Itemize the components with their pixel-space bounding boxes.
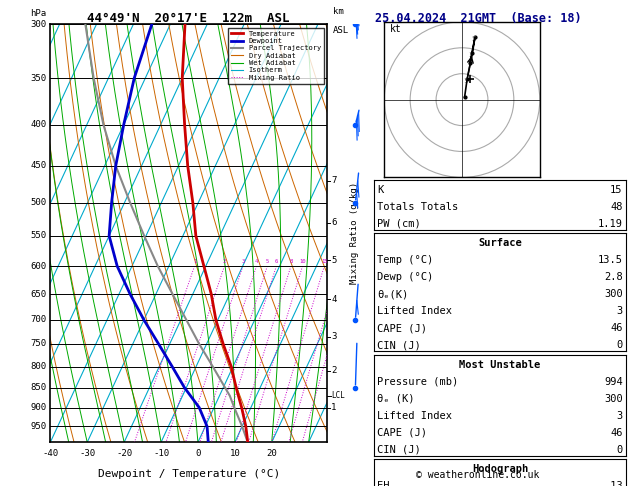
Text: 300: 300 — [30, 20, 46, 29]
Text: 550: 550 — [30, 231, 46, 240]
Text: PW (cm): PW (cm) — [377, 219, 421, 229]
Text: Mixing Ratio (g/kg): Mixing Ratio (g/kg) — [350, 182, 359, 284]
Text: 4: 4 — [331, 295, 337, 304]
Text: CAPE (J): CAPE (J) — [377, 323, 427, 333]
Text: 0: 0 — [616, 340, 623, 350]
Text: LCL: LCL — [331, 391, 345, 400]
Text: 850: 850 — [30, 383, 46, 392]
Text: 48: 48 — [610, 202, 623, 212]
Text: -10: -10 — [153, 449, 169, 457]
Text: 15: 15 — [610, 185, 623, 195]
Text: Pressure (mb): Pressure (mb) — [377, 377, 459, 387]
Text: 3: 3 — [242, 259, 245, 264]
Text: CIN (J): CIN (J) — [377, 340, 421, 350]
Text: 2: 2 — [223, 259, 226, 264]
Text: 13.5: 13.5 — [598, 255, 623, 265]
Text: 700: 700 — [30, 315, 46, 325]
Text: 900: 900 — [30, 403, 46, 412]
Text: 44°49'N  20°17'E  122m  ASL: 44°49'N 20°17'E 122m ASL — [87, 12, 290, 25]
Text: Lifted Index: Lifted Index — [377, 306, 452, 316]
Text: Dewpoint / Temperature (°C): Dewpoint / Temperature (°C) — [97, 469, 280, 479]
Text: hPa: hPa — [30, 9, 46, 18]
Text: 800: 800 — [30, 362, 46, 371]
Text: © weatheronline.co.uk: © weatheronline.co.uk — [416, 470, 540, 480]
Text: 600: 600 — [30, 261, 46, 271]
Text: 4: 4 — [255, 259, 258, 264]
Text: ASL: ASL — [333, 26, 348, 35]
Text: Totals Totals: Totals Totals — [377, 202, 459, 212]
Text: 2: 2 — [331, 366, 337, 375]
Text: Dewp (°C): Dewp (°C) — [377, 272, 433, 282]
Text: 5: 5 — [265, 259, 269, 264]
Text: EH: EH — [377, 481, 390, 486]
Text: 1: 1 — [193, 259, 196, 264]
Text: 650: 650 — [30, 290, 46, 298]
Text: 20: 20 — [266, 449, 277, 457]
Text: 500: 500 — [30, 198, 46, 207]
Text: -20: -20 — [116, 449, 132, 457]
Text: 6: 6 — [275, 259, 278, 264]
Text: Most Unstable: Most Unstable — [459, 360, 541, 370]
Text: 3: 3 — [469, 52, 473, 58]
Text: Hodograph: Hodograph — [472, 464, 528, 474]
Text: -40: -40 — [42, 449, 58, 457]
Text: CAPE (J): CAPE (J) — [377, 428, 427, 438]
Text: 3: 3 — [616, 306, 623, 316]
Text: 15: 15 — [321, 259, 328, 264]
Text: Temp (°C): Temp (°C) — [377, 255, 433, 265]
Legend: Temperature, Dewpoint, Parcel Trajectory, Dry Adiabat, Wet Adiabat, Isotherm, Mi: Temperature, Dewpoint, Parcel Trajectory… — [228, 28, 323, 84]
Text: 8: 8 — [289, 259, 292, 264]
Text: Surface: Surface — [478, 238, 522, 248]
Text: CIN (J): CIN (J) — [377, 445, 421, 455]
Text: 5: 5 — [471, 36, 476, 42]
Text: 1.19: 1.19 — [598, 219, 623, 229]
Text: 3: 3 — [616, 411, 623, 421]
Text: 994: 994 — [604, 377, 623, 387]
Text: 350: 350 — [30, 73, 46, 83]
Text: 400: 400 — [30, 120, 46, 129]
Text: 3: 3 — [331, 332, 337, 342]
Text: 10: 10 — [299, 259, 306, 264]
Text: 5: 5 — [331, 256, 337, 265]
Text: 300: 300 — [604, 394, 623, 404]
Text: 7: 7 — [331, 176, 337, 186]
Text: θₑ (K): θₑ (K) — [377, 394, 415, 404]
Text: 2.8: 2.8 — [604, 272, 623, 282]
Text: θₑ(K): θₑ(K) — [377, 289, 409, 299]
Text: 0: 0 — [616, 445, 623, 455]
Text: km: km — [333, 7, 343, 16]
Text: 1: 1 — [464, 78, 468, 84]
Text: 450: 450 — [30, 161, 46, 170]
Text: 46: 46 — [610, 428, 623, 438]
Text: K: K — [377, 185, 384, 195]
Text: 46: 46 — [610, 323, 623, 333]
Text: 750: 750 — [30, 340, 46, 348]
Text: -13: -13 — [604, 481, 623, 486]
Text: 6: 6 — [331, 218, 337, 227]
Text: Lifted Index: Lifted Index — [377, 411, 452, 421]
Text: 0: 0 — [195, 449, 201, 457]
Text: 300: 300 — [604, 289, 623, 299]
Text: 10: 10 — [230, 449, 240, 457]
Text: kt: kt — [389, 24, 401, 34]
Text: 950: 950 — [30, 422, 46, 431]
Text: 25.04.2024  21GMT  (Base: 18): 25.04.2024 21GMT (Base: 18) — [375, 12, 581, 25]
Text: 1: 1 — [331, 403, 337, 412]
Text: -30: -30 — [79, 449, 95, 457]
